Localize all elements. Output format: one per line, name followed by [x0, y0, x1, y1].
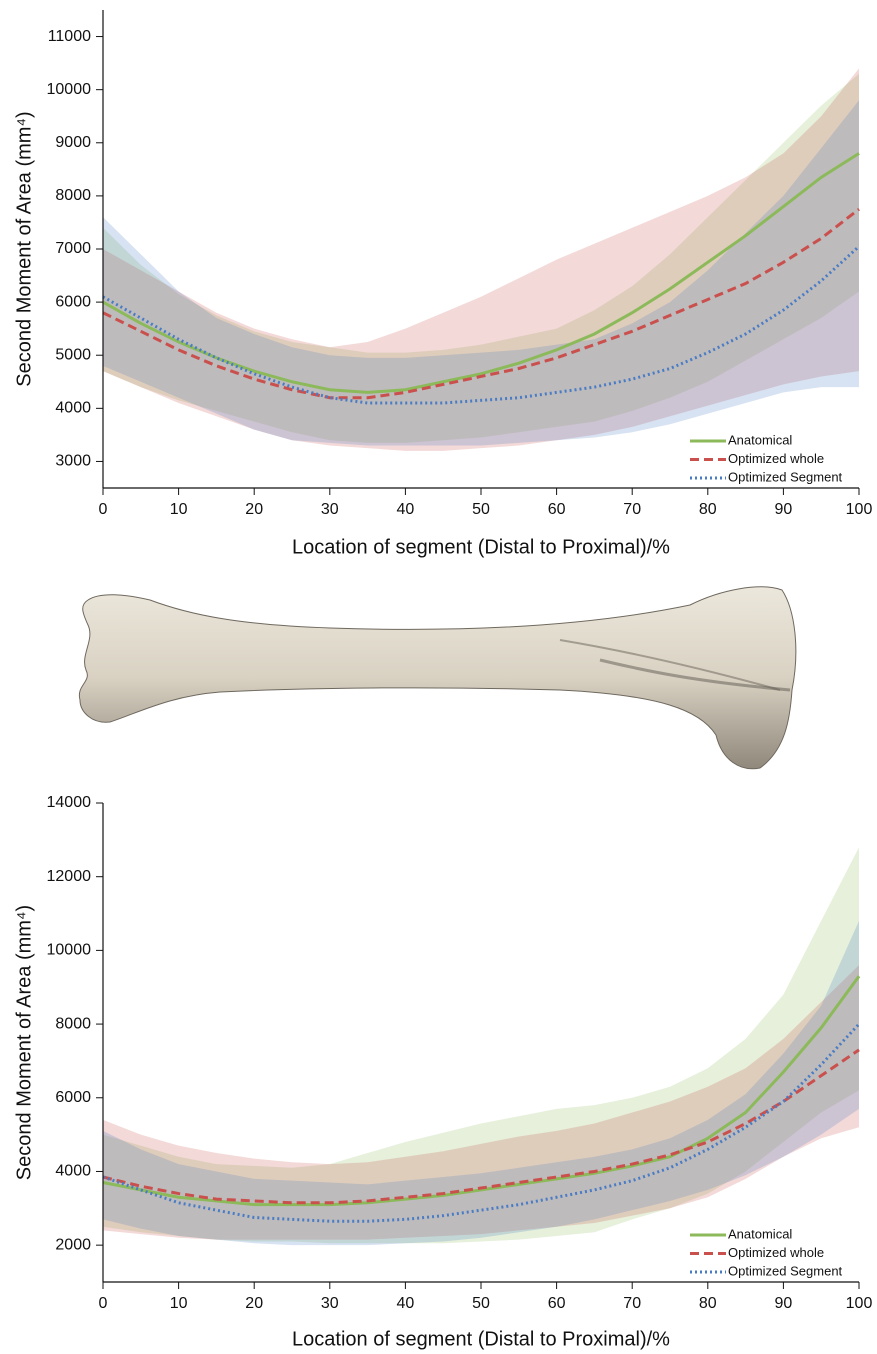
x-axis-label: Location of segment (Distal to Proximal)… [292, 536, 670, 558]
x-tick-label: 90 [775, 501, 793, 518]
chart: 3000 4000 5000 6000 7000 8000 9000 10000 11000 0 1… [13, 10, 872, 558]
bone-image [79, 587, 796, 769]
legend-label: Optimized Segment [728, 469, 843, 484]
y-tick-label: 8000 [55, 187, 91, 204]
x-tick-label: 10 [170, 1295, 188, 1312]
x-tick-label: 30 [321, 501, 339, 518]
y-tick-label: 2000 [55, 1236, 91, 1253]
legend-label: Optimized whole [728, 1245, 824, 1260]
page: 3000 4000 5000 6000 7000 8000 9000 10000 11000 0 1… [0, 0, 877, 1354]
x-tick-label: 80 [699, 501, 717, 518]
y-tick-label: 7000 [55, 240, 91, 257]
band [103, 100, 859, 445]
y-tick-label: 9000 [55, 134, 91, 151]
x-tick-label: 70 [623, 1295, 641, 1312]
x-tick-label: 60 [548, 1295, 566, 1312]
x-tick-label: 70 [623, 501, 641, 518]
x-tick-label: 80 [699, 1295, 717, 1312]
x-tick-label: 100 [846, 501, 873, 518]
y-tick-label: 4000 [55, 1163, 91, 1180]
x-axis-label: Location of segment (Distal to Proximal)… [292, 1328, 670, 1350]
legend-label: Anatomical [728, 1226, 792, 1241]
x-tick-label: 50 [472, 501, 490, 518]
legend-label: Anatomical [728, 432, 792, 447]
y-tick-label: 10000 [47, 81, 92, 98]
y-tick-label: 10000 [47, 942, 92, 959]
x-tick-label: 20 [245, 501, 263, 518]
y-axis-label: Second Moment of Area (mm⁴) [13, 111, 35, 386]
y-tick-label: 8000 [55, 1015, 91, 1032]
x-tick-label: 0 [99, 501, 108, 518]
x-tick-label: 10 [170, 501, 188, 518]
chart: 2000 4000 6000 8000 10000 12000 14000 0 10 20 30 40… [13, 794, 872, 1350]
x-tick-label: 60 [548, 501, 566, 518]
y-tick-label: 6000 [55, 1089, 91, 1106]
x-tick-label: 90 [775, 1295, 793, 1312]
x-tick-label: 40 [397, 1295, 415, 1312]
figure: 3000 4000 5000 6000 7000 8000 9000 10000 11000 0 1… [0, 0, 877, 1354]
x-tick-label: 100 [846, 1295, 873, 1312]
x-tick-label: 50 [472, 1295, 490, 1312]
y-tick-label: 4000 [55, 400, 91, 417]
x-tick-label: 20 [245, 1295, 263, 1312]
y-tick-label: 5000 [55, 346, 91, 363]
legend-label: Optimized whole [728, 451, 824, 466]
y-tick-label: 11000 [48, 28, 91, 45]
y-tick-label: 12000 [47, 868, 92, 885]
y-tick-label: 6000 [55, 293, 91, 310]
y-tick-label: 14000 [47, 794, 92, 811]
x-tick-label: 0 [99, 1295, 108, 1312]
x-tick-label: 30 [321, 1295, 339, 1312]
legend-label: Optimized Segment [728, 1263, 843, 1278]
y-axis-label: Second Moment of Area (mm⁴) [13, 905, 35, 1180]
y-tick-label: 3000 [55, 453, 91, 470]
x-tick-label: 40 [397, 501, 415, 518]
